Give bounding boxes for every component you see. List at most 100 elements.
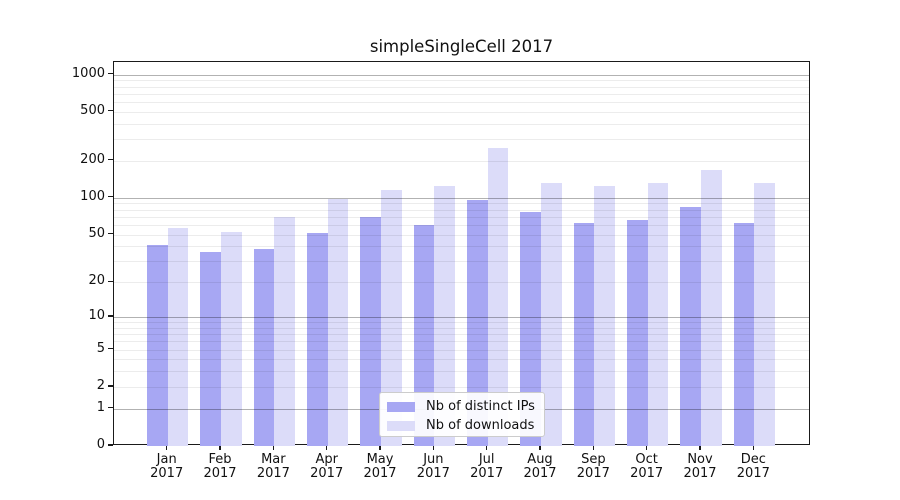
bar-downloads-aug <box>541 183 562 446</box>
y-tick-mark <box>108 385 113 387</box>
bar-downloads-dec <box>754 183 776 446</box>
bar-downloads-sep <box>594 185 616 446</box>
y-tick-label: 100 <box>80 188 105 204</box>
gridline <box>114 282 809 284</box>
x-label-month: Jan <box>156 452 177 467</box>
x-tick-mark <box>592 445 594 450</box>
y-tick-label: 20 <box>88 273 105 289</box>
x-tick-label: Jan 2017 <box>136 453 198 480</box>
y-tick-mark <box>108 280 113 282</box>
y-tick-mark <box>108 315 113 317</box>
gridline <box>114 334 809 336</box>
x-label-month: Dec <box>740 452 766 467</box>
y-tick-mark <box>108 233 113 235</box>
y-tick-mark <box>108 348 113 350</box>
x-tick-mark <box>486 445 488 450</box>
y-tick-label: 1000 <box>71 65 105 81</box>
x-tick-mark <box>379 445 381 450</box>
x-tick-mark <box>219 445 221 450</box>
legend-row: Nb of distinct IPs <box>387 397 544 416</box>
gridline <box>114 101 809 103</box>
x-tick-mark <box>432 445 434 450</box>
x-tick-mark <box>326 445 328 450</box>
bar-downloads-jun <box>434 186 456 446</box>
bar-downloads-may <box>381 189 402 446</box>
y-tick-mark <box>108 444 113 446</box>
y-tick-mark <box>108 196 113 198</box>
gridline <box>114 386 809 388</box>
x-tick-mark <box>752 445 754 450</box>
chart-title: simpleSingleCell 2017 <box>369 37 554 56</box>
x-label-month: May <box>366 452 394 467</box>
x-tick-label: Nov 2017 <box>669 453 731 480</box>
gridline <box>114 246 809 248</box>
legend-swatch-downloads <box>387 420 415 431</box>
y-tick-mark <box>108 159 113 161</box>
x-tick-label: Oct 2017 <box>616 453 678 480</box>
x-label-year: 2017 <box>256 465 290 481</box>
x-tick-label: Apr 2017 <box>296 453 358 480</box>
y-tick-label: 10 <box>88 308 105 324</box>
x-tick-label: Feb 2017 <box>189 453 251 480</box>
x-label-year: 2017 <box>576 465 610 481</box>
legend-label: Nb of distinct IPs <box>426 399 535 414</box>
x-tick-mark <box>166 445 168 450</box>
x-label-year: 2017 <box>310 465 344 481</box>
y-tick-label: 50 <box>88 225 105 241</box>
x-tick-label: Dec 2017 <box>722 453 784 480</box>
x-label-month: Nov <box>687 452 713 467</box>
x-label-year: 2017 <box>470 465 504 481</box>
bar-downloads-apr <box>327 198 349 446</box>
x-label-year: 2017 <box>150 465 184 481</box>
bar-ips-mar <box>253 249 275 446</box>
bar-downloads-jan <box>167 227 189 446</box>
x-tick-label: Jul 2017 <box>456 453 518 480</box>
bar-downloads-jul <box>487 148 509 446</box>
y-tick-label: 2 <box>96 377 105 393</box>
gridline <box>114 327 809 329</box>
legend-row: Nb of downloads <box>387 416 544 435</box>
gridline <box>114 93 809 95</box>
bar-downloads-nov <box>701 169 722 446</box>
x-label-year: 2017 <box>523 465 557 481</box>
x-tick-mark <box>699 445 701 450</box>
x-label-year: 2017 <box>416 465 450 481</box>
x-label-year: 2017 <box>203 465 237 481</box>
legend-swatch-ips <box>387 401 415 412</box>
gridline <box>114 349 809 351</box>
gridline <box>114 160 809 162</box>
bar-ips-jan <box>147 245 168 446</box>
x-label-month: Jul <box>478 452 495 467</box>
gridline <box>114 322 809 324</box>
legend: Nb of distinct IPs Nb of downloads <box>379 392 545 437</box>
x-label-year: 2017 <box>736 465 770 481</box>
x-label-year: 2017 <box>630 465 664 481</box>
bar-ips-oct <box>626 219 648 446</box>
bar-ips-dec <box>733 223 755 446</box>
bar-ips-sep <box>573 223 595 446</box>
plot-area <box>113 61 810 446</box>
x-tick-label: Mar 2017 <box>242 453 304 480</box>
y-tick-label: 500 <box>80 102 105 118</box>
x-tick-label: May 2017 <box>349 453 411 480</box>
gridline <box>114 341 809 343</box>
x-label-month: Sep <box>581 452 606 467</box>
y-tick-label: 1 <box>96 399 105 415</box>
x-label-year: 2017 <box>683 465 717 481</box>
x-label-month: Jun <box>423 452 444 467</box>
x-label-month: Feb <box>208 452 232 467</box>
x-tick-mark <box>272 445 274 450</box>
gridline <box>114 86 809 88</box>
bar-ips-jun <box>413 224 435 446</box>
bars-layer <box>114 62 809 446</box>
gridline <box>114 111 809 113</box>
gridline <box>114 234 809 236</box>
legend-label: Nb of downloads <box>426 418 535 433</box>
y-tick-label: 200 <box>80 151 105 167</box>
bar-ips-jul <box>466 200 488 446</box>
gridline <box>114 197 809 199</box>
x-tick-mark <box>539 445 541 450</box>
y-tick-label: 0 <box>96 437 105 452</box>
gridline <box>114 224 809 226</box>
